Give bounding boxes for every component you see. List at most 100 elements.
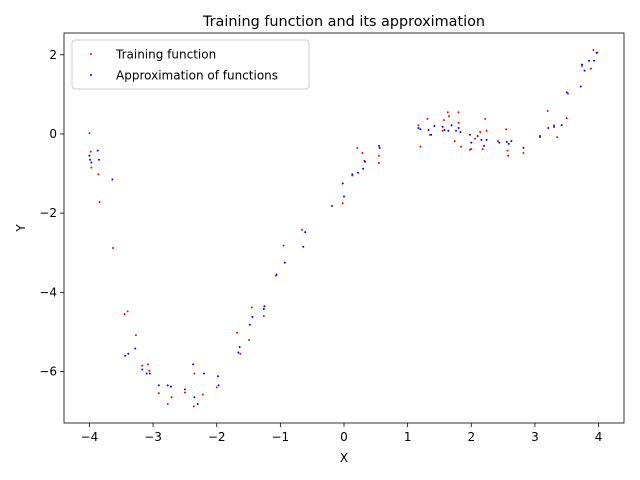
training-point bbox=[567, 92, 569, 95]
training-point bbox=[126, 310, 129, 313]
training-point bbox=[134, 334, 137, 337]
approximation-point bbox=[443, 129, 446, 132]
approximation-point bbox=[141, 368, 144, 371]
y-axis-label: Y bbox=[14, 224, 28, 233]
training-point bbox=[236, 331, 239, 334]
training-point bbox=[481, 148, 484, 151]
legend-marker-training bbox=[90, 53, 92, 55]
approximation-point bbox=[483, 144, 485, 147]
approximation-point bbox=[588, 59, 590, 62]
x-axis-label: X bbox=[340, 451, 348, 465]
training-point bbox=[148, 369, 151, 372]
approximation-point bbox=[560, 124, 563, 127]
x-tick-label: 2 bbox=[467, 430, 475, 444]
approximation-point bbox=[89, 158, 92, 161]
x-tick-label: 0 bbox=[340, 430, 348, 444]
training-point bbox=[98, 201, 101, 204]
x-tick-label: 3 bbox=[531, 430, 539, 444]
approximation-point bbox=[469, 133, 471, 136]
approximation-point bbox=[433, 125, 436, 128]
approximation-point bbox=[419, 128, 422, 131]
approximation-point bbox=[476, 134, 479, 137]
training-point bbox=[378, 161, 380, 164]
approximation-point bbox=[351, 173, 354, 176]
training-point bbox=[419, 145, 422, 148]
training-point bbox=[522, 151, 525, 154]
approximation-point bbox=[263, 305, 266, 308]
x-tick-label: −2 bbox=[208, 430, 226, 444]
training-point bbox=[157, 392, 160, 395]
approximation-point bbox=[579, 85, 582, 88]
training-point bbox=[215, 386, 218, 389]
approximation-point bbox=[203, 372, 205, 375]
y-tick-label: −2 bbox=[39, 206, 57, 220]
training-point bbox=[201, 393, 204, 396]
x-tick-label: −3 bbox=[144, 430, 162, 444]
y-tick-label: 2 bbox=[49, 48, 57, 62]
approximation-point bbox=[547, 127, 550, 130]
training-point bbox=[474, 137, 477, 140]
training-point bbox=[497, 140, 499, 143]
approximation-point bbox=[470, 141, 473, 144]
points-layer bbox=[88, 49, 599, 408]
approximation-point bbox=[427, 129, 430, 132]
approximation-point bbox=[283, 261, 286, 264]
approximation-point bbox=[192, 363, 195, 366]
legend-label-approximation: Approximation of functions bbox=[116, 69, 278, 83]
approximation-point bbox=[169, 385, 172, 388]
approximation-point bbox=[553, 125, 555, 128]
approximation-point bbox=[262, 307, 265, 310]
training-point bbox=[89, 150, 92, 153]
approximation-point bbox=[455, 129, 457, 132]
approximation-point bbox=[485, 138, 488, 141]
training-point bbox=[193, 372, 196, 375]
approximation-point bbox=[498, 141, 501, 144]
training-point bbox=[112, 246, 114, 249]
training-point bbox=[97, 173, 100, 176]
approximation-point bbox=[378, 144, 380, 147]
approximation-point bbox=[127, 352, 130, 355]
approximation-point bbox=[430, 133, 433, 136]
y-axis: −6 −4 −2 0 2 bbox=[39, 48, 64, 379]
approximation-point bbox=[593, 59, 596, 62]
training-point bbox=[505, 128, 508, 131]
x-tick-label: −1 bbox=[272, 430, 290, 444]
training-point bbox=[183, 391, 186, 394]
training-point bbox=[262, 315, 265, 318]
training-point bbox=[485, 129, 488, 132]
approximation-point bbox=[522, 146, 525, 149]
approximation-point bbox=[157, 384, 160, 387]
training-point bbox=[457, 121, 460, 124]
approximation-point bbox=[539, 134, 541, 137]
x-axis: −4 −3 −2 −1 0 1 2 3 4 bbox=[81, 423, 602, 444]
approximation-point bbox=[111, 178, 114, 181]
approximation-point bbox=[595, 51, 598, 54]
approximation-point bbox=[330, 205, 333, 208]
approximation-point bbox=[341, 182, 344, 185]
approximation-point bbox=[364, 160, 366, 163]
approximation-point bbox=[457, 127, 460, 130]
y-tick-label: 0 bbox=[49, 127, 57, 141]
training-point bbox=[507, 154, 510, 157]
approximation-point bbox=[357, 171, 359, 174]
training-point bbox=[556, 136, 559, 139]
training-point bbox=[301, 228, 303, 231]
approximation-point bbox=[581, 63, 583, 66]
training-point bbox=[248, 338, 251, 341]
training-point bbox=[88, 132, 91, 135]
training-point bbox=[460, 145, 463, 148]
approximation-point bbox=[480, 138, 483, 141]
approximation-point bbox=[378, 146, 381, 149]
approximation-point bbox=[88, 154, 91, 157]
approximation-point bbox=[217, 384, 220, 387]
approximation-point bbox=[148, 372, 151, 375]
approximation-point bbox=[237, 351, 240, 354]
training-point bbox=[361, 151, 364, 154]
training-point bbox=[166, 402, 169, 405]
training-point bbox=[592, 49, 595, 52]
approximation-point bbox=[441, 125, 444, 128]
training-point bbox=[250, 306, 253, 309]
training-point bbox=[553, 124, 555, 127]
approximation-point bbox=[362, 167, 365, 170]
